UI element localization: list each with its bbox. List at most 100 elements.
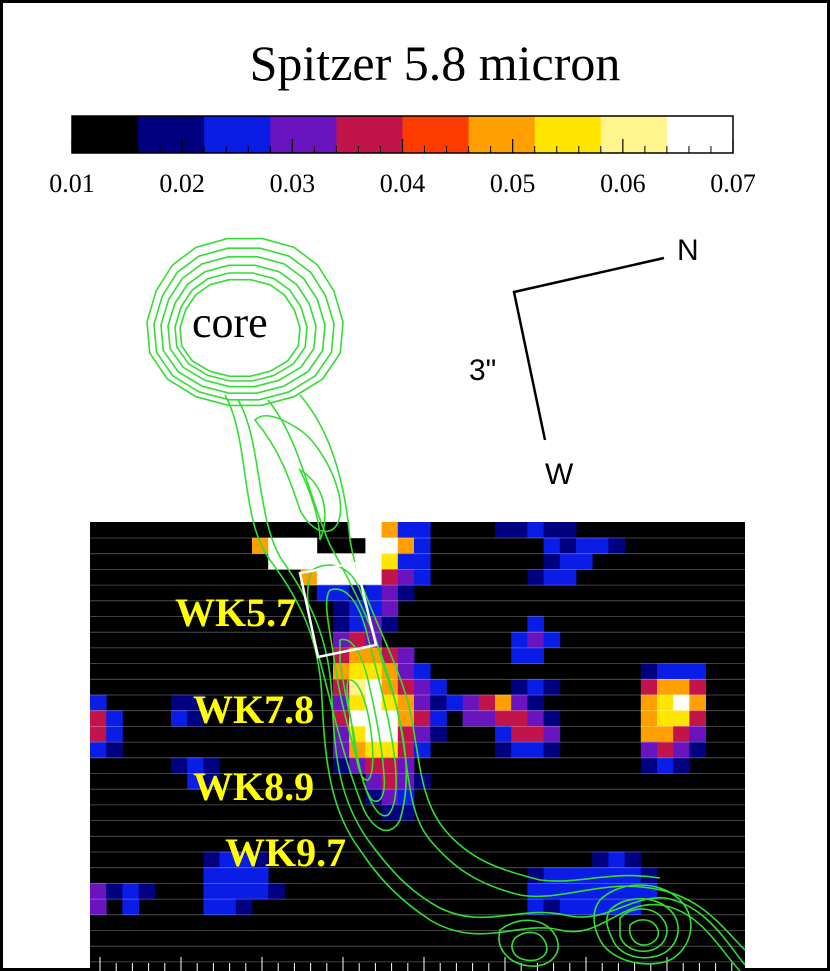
image-pixel: [397, 522, 415, 539]
image-pixel: [673, 741, 690, 758]
colorbar-segment: [336, 116, 403, 153]
image-pixel: [235, 867, 253, 884]
image-pixel: [640, 663, 658, 680]
image-pixel: [333, 600, 350, 617]
image-pixel: [543, 710, 561, 727]
image-pixel: [235, 898, 253, 915]
image-pixel: [640, 757, 658, 774]
image-pixel: [657, 710, 674, 727]
image-pixel: [511, 679, 528, 696]
colorbar-tick-label: 0.07: [710, 169, 756, 198]
image-pixel: [689, 663, 706, 680]
image-pixel: [106, 710, 123, 727]
core-contour: [179, 278, 301, 378]
image-pixel: [203, 883, 220, 900]
image-pixel: [640, 679, 658, 696]
image-pixel: [640, 710, 658, 727]
jet-contour: [325, 588, 397, 817]
image-pixel: [543, 679, 561, 696]
compass-lines: [512, 256, 665, 441]
colorbar-segment: [204, 116, 271, 153]
image-pixel: [90, 710, 107, 727]
jet-contour: [306, 564, 408, 832]
image-pixel: [252, 851, 269, 868]
image-pixel: [122, 898, 139, 915]
image-pixel: [397, 569, 415, 586]
image-pixel: [673, 679, 690, 696]
image-pixel: [689, 710, 706, 727]
colorbar-ticks: 0.01 0.02 0.03 0.04 0.05 0.06 0.07: [49, 139, 756, 198]
core-contour: [174, 272, 308, 382]
image-pixel: [576, 537, 593, 554]
image-pixel: [381, 741, 399, 758]
core-label: core: [192, 298, 268, 347]
image-pixel: [657, 757, 674, 774]
image-pixel: [414, 537, 431, 554]
image-pixel: [397, 584, 415, 601]
image-pixel: [430, 710, 447, 727]
colorbar-tick-label: 0.01: [49, 169, 95, 198]
image-pixel: [252, 883, 269, 900]
colorbar-segment: [534, 116, 602, 153]
image-pixel: [430, 726, 447, 743]
image-pixel: [559, 867, 577, 884]
image-pixel: [106, 726, 123, 743]
image-pixel: [365, 647, 382, 664]
image-pixel: [414, 679, 431, 696]
image-pixel: [511, 741, 528, 758]
colorbar-segment: [402, 116, 470, 153]
image-pixel: [365, 569, 382, 586]
figure-title: Spitzer 5.8 micron: [250, 35, 621, 91]
colorbar-segment: [270, 116, 337, 153]
compass-north-label: N: [677, 234, 699, 267]
image-pixel: [90, 694, 107, 711]
compass-west-label: W: [545, 458, 574, 491]
image-pixel: [300, 553, 318, 570]
image-pixel: [252, 867, 269, 884]
image-pixel: [90, 726, 107, 743]
image-pixel: [252, 537, 269, 554]
knot-label-wk8-9: WK8.9: [193, 764, 314, 809]
image-pixel: [689, 741, 706, 758]
image-pixel: [203, 867, 220, 884]
image-pixel: [511, 522, 528, 539]
image-pixel: [495, 726, 512, 743]
image-pixel: [511, 710, 528, 727]
image-pixel: [462, 694, 480, 711]
image-pixel: [414, 710, 431, 727]
jet-contour: [299, 394, 661, 882]
image-pixel: [543, 867, 561, 884]
image-pixel: [381, 616, 399, 633]
image-pixel: [397, 804, 415, 821]
image-pixel: [640, 726, 658, 743]
image-pixel: [316, 584, 334, 601]
jet-contour: [498, 919, 559, 967]
image-pixel: [397, 694, 415, 711]
image-pixel: [576, 898, 593, 915]
colorbar-tick-label: 0.02: [159, 169, 205, 198]
image-pixel: [673, 710, 690, 727]
jet-contour: [628, 919, 660, 946]
image-pixel: [657, 726, 674, 743]
image-pixel: [381, 553, 399, 570]
image-pixel: [203, 851, 220, 868]
image-pixel: [349, 631, 366, 648]
image-bottom-ticks: [99, 957, 733, 971]
image-pixel: [381, 600, 399, 617]
image-pixel: [527, 569, 544, 586]
image-pixel: [187, 773, 204, 790]
image-pixel: [689, 694, 706, 711]
image-pixel: [397, 647, 415, 664]
colorbar-segment: [72, 116, 139, 153]
image-pixel: [365, 537, 382, 554]
image-pixel: [349, 522, 366, 539]
image-pixel: [657, 694, 674, 711]
image-pixel: [414, 726, 431, 743]
image-pixel: [657, 679, 674, 696]
jet-contour: [237, 399, 746, 966]
image-pixel: [397, 741, 415, 758]
image-pixel: [446, 694, 463, 711]
image-pixel: [381, 710, 399, 727]
image-pixel: [365, 757, 382, 774]
